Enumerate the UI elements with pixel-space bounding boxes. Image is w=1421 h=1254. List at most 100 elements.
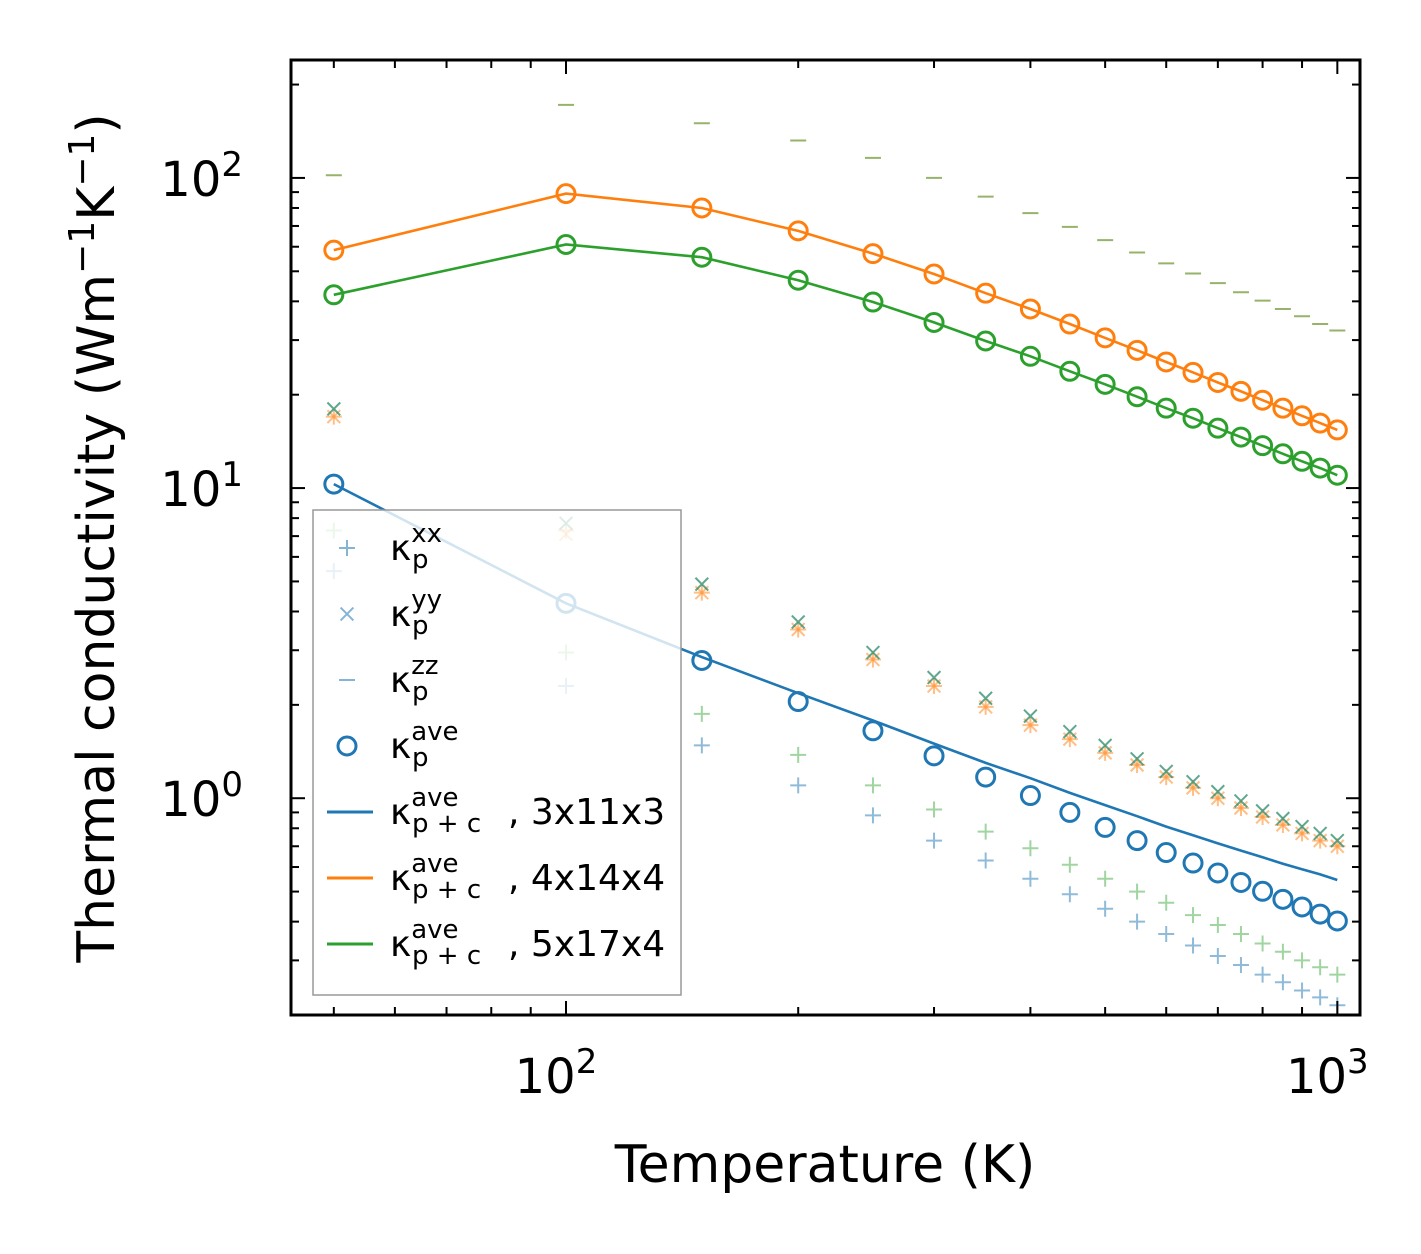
point-k_p_xx_3x11x3 [977,852,994,869]
point-k_p_xx_3x11x3 [790,777,807,794]
legend-sup: yy [411,585,442,615]
point-k_p_ave_3x11x3 [1155,842,1177,864]
point-k_p_xx_5x17x4 [1209,917,1226,934]
point-k_p_xx_3x11x3 [926,832,943,849]
x-tick-label-exp: 2 [576,1042,598,1082]
point-k_p_ave_3x11x3 [1126,830,1148,852]
point-k_p_ave_4x14x4 [323,239,345,261]
point-k_p_ave_4x14x4 [1126,339,1148,361]
legend-tail: , 4x14x4 [508,858,665,899]
point-k_p_ave_5x17x4 [787,269,809,291]
point-k_p_xx_5x17x4 [693,705,710,722]
legend-label: κave [390,717,459,767]
point-k_p_ave_4x14x4 [691,197,713,219]
legend-sup: ave [411,717,458,747]
y-axis-label-sup2: −1 [62,134,103,187]
legend-sub: p + c [412,941,481,971]
legend-kappa: κ [390,528,411,569]
point-k_p_xx_5x17x4 [1312,959,1329,976]
point-k_p_ave_5x17x4 [1252,435,1274,457]
point-k_p_ave_5x17x4 [1155,397,1177,419]
legend-marker [339,540,355,556]
y-ticks [291,83,1360,1016]
point-k_p_ave_4x14x4 [975,282,997,304]
point-k_p_yy_5x17x4 [1313,826,1328,841]
point-k_p_yy_5x17x4 [1062,724,1077,739]
point-k_p_ave_3x11x3 [862,720,884,742]
point-k_p_yy_5x17x4 [1098,738,1113,753]
point-k_p_yy_5x17x4 [1275,811,1290,826]
point-k_p_xx_5x17x4 [1274,943,1291,960]
point-k_p_yy_5x17x4 [1185,774,1201,789]
point-k_p_ave_4x14x4 [1230,380,1252,402]
point-k_p_ave_3x11x3 [1230,871,1252,893]
point-k_p_xx_3x11x3 [1061,886,1078,903]
series-k_p_ave_3x11x3 [323,473,1348,932]
point-k_p_ave_4x14x4 [1182,361,1204,383]
point-k_p_ave_3x11x3 [323,473,345,495]
y-tick-label-base: 10 [160,772,221,828]
legend-kappa: κ [390,924,411,965]
point-k_p_ave_5x17x4 [1309,457,1331,479]
point-k_p_ave_5x17x4 [1291,450,1313,472]
point-k_p_yy_4x14x4 [1185,780,1201,795]
legend-tail: , 5x17x4 [508,924,665,965]
point-k_p_xx_3x11x3 [693,737,710,754]
legend-sup: ave [411,915,458,945]
point-k_p_xx_3x11x3 [1294,982,1311,999]
point-k_p_ave_5x17x4 [1126,386,1148,408]
legend-label: κyy [390,585,442,635]
point-k_p_ave_3x11x3 [975,766,997,788]
point-k_p_ave_5x17x4 [862,291,884,313]
series-k_p_zz_5x17x4 [325,103,1346,332]
point-k_p_ave_5x17x4 [923,311,945,333]
point-k_p_ave_5x17x4 [1207,417,1229,439]
x-ticks [332,60,1339,1015]
point-k_p_ave_3x11x3 [1207,862,1229,884]
legend-kappa: κ [390,792,411,833]
point-k_p_ave_4x14x4 [1094,327,1116,349]
point-k_p_yy_5x17x4 [978,691,993,706]
legend-sub: p [412,611,429,641]
legend-box [312,509,682,996]
y-axis-label-sup1: −1 [62,221,103,274]
x-tick-label: 102 [515,1042,598,1105]
legend-marker [339,606,355,622]
point-k_p_ave_5x17x4 [691,246,713,268]
point-k_p_ave_5x17x4 [1059,360,1081,382]
y-tick-label: 100 [160,765,243,828]
point-k_p_ave_4x14x4 [1291,405,1313,427]
point-k_p_yy_5x17x4 [926,670,942,685]
x-tick-label-exp: 3 [1347,1042,1369,1082]
point-k_p_xx_3x11x3 [1312,989,1329,1006]
point-k_p_ave_5x17x4 [1326,464,1348,486]
legend-sub: p + c [412,875,481,905]
point-k_p_ave_3x11x3 [1059,801,1081,823]
y-tick-label-base: 10 [160,462,221,518]
point-k_p_ave_5x17x4 [323,284,345,306]
legend-label: κave [390,849,459,899]
legend-marker [336,735,358,757]
legend-label: κxx [390,519,442,569]
point-k_p_xx_5x17x4 [1158,894,1175,911]
point-k_p_ave_4x14x4 [862,243,884,265]
point-k_p_ave_4x14x4 [1326,419,1348,441]
point-k_p_ave_5x17x4 [1019,345,1041,367]
point-k_p_ave_5x17x4 [1272,443,1294,465]
point-k_p_xx_5x17x4 [977,823,994,840]
series-k_p_ave_5x17x4 [323,234,1348,486]
x-tick-label: 103 [1286,1042,1369,1105]
y-axis-label: Thermal conductivity (Wm−1K−1) [62,113,127,963]
point-k_p_ave_4x14x4 [923,263,945,285]
point-k_p_yy_5x17x4 [1129,751,1145,766]
point-k_p_ave_4x14x4 [1019,298,1041,320]
point-k_p_yy_4x14x4 [1294,826,1310,841]
legend-sup: ave [411,783,458,813]
point-k_p_ave_3x11x3 [1291,896,1313,918]
y-axis-label-main: Thermal conductivity (Wm [67,274,127,964]
